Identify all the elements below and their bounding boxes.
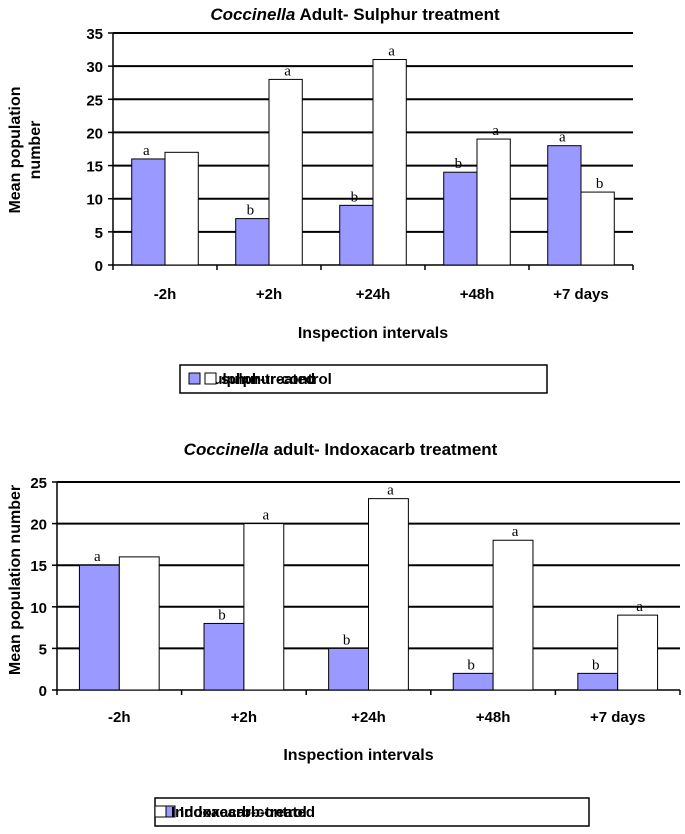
legend-swatch-treated bbox=[188, 372, 201, 385]
y-axis-label: Mean population bbox=[7, 86, 24, 213]
chart-title: Coccinella Adult- Sulphur treatment bbox=[210, 5, 500, 24]
y-tick-label: 35 bbox=[86, 26, 103, 43]
significance-label: b bbox=[343, 632, 351, 648]
y-tick-label: 20 bbox=[86, 125, 103, 142]
x-axis-label: Inspection intervals bbox=[298, 325, 448, 342]
bar-treated bbox=[328, 647, 369, 691]
significance-label: a bbox=[94, 549, 101, 565]
y-tick-label: 25 bbox=[86, 92, 103, 109]
y-tick-label: 0 bbox=[95, 258, 103, 275]
legend-label: sulphur-treated bbox=[205, 371, 315, 388]
significance-label: a bbox=[263, 508, 270, 524]
legend-label: Indoxacarb-control bbox=[171, 804, 307, 821]
bar-treated bbox=[339, 204, 374, 266]
chart-1: Coccinella Adult- Sulphur treatment 0 5 10 1… bbox=[7, 5, 634, 394]
significance-label: b bbox=[592, 657, 600, 673]
bar-control bbox=[372, 59, 407, 266]
legend-label: sulphur-control bbox=[221, 371, 332, 388]
legend-label: Indoxacarb-treated bbox=[180, 804, 315, 821]
bar-control bbox=[164, 151, 199, 266]
x-tick-label: +48h bbox=[476, 709, 511, 726]
bar-control bbox=[368, 498, 409, 691]
chart-title-rest: adult- Indoxacarb treatment bbox=[269, 440, 498, 459]
y-tick-label: 5 bbox=[95, 225, 103, 242]
significance-label: a bbox=[636, 599, 643, 615]
chart-2: Coccinella adult- Indoxacarb treatment 0 5… bbox=[7, 440, 681, 827]
significance-label: a bbox=[387, 483, 394, 499]
y-tick-label: 10 bbox=[86, 192, 103, 209]
significance-label: a bbox=[492, 123, 499, 139]
bar-control bbox=[492, 539, 534, 691]
significance-label: b bbox=[467, 657, 475, 673]
bar-treated bbox=[577, 672, 619, 691]
significance-label: a bbox=[143, 143, 150, 159]
bar-control bbox=[617, 614, 659, 691]
bar-treated bbox=[203, 622, 245, 691]
significance-label: b bbox=[351, 189, 359, 205]
chart-title-italic: Coccinella bbox=[210, 5, 295, 24]
x-axis-label: Inspection intervals bbox=[283, 747, 433, 764]
bar-treated bbox=[78, 564, 120, 691]
y-tick-label: 15 bbox=[30, 558, 47, 575]
bar-treated bbox=[443, 171, 478, 266]
legend-box bbox=[154, 797, 590, 827]
y-tick-label: 15 bbox=[86, 159, 103, 176]
bar-treated bbox=[452, 672, 494, 691]
x-tick-label: +7 days bbox=[553, 286, 608, 303]
bar-control bbox=[268, 78, 303, 266]
significance-label: a bbox=[284, 63, 291, 79]
y-tick-label: 10 bbox=[30, 600, 47, 617]
bar-control bbox=[476, 138, 511, 266]
significance-label: b bbox=[218, 607, 226, 623]
significance-label: b bbox=[455, 156, 463, 172]
bar-control bbox=[243, 523, 285, 691]
significance-label: a bbox=[559, 130, 566, 146]
significance-label: b bbox=[247, 203, 255, 219]
chart-title: Coccinella adult- Indoxacarb treatment bbox=[184, 440, 498, 459]
y-axis-label: number bbox=[27, 121, 44, 180]
y-axis-label: Mean population number bbox=[7, 485, 24, 675]
x-tick-label: -2h bbox=[108, 709, 131, 726]
x-tick-label: -2h bbox=[154, 286, 177, 303]
y-tick-label: 25 bbox=[30, 475, 47, 492]
significance-label: b bbox=[596, 176, 604, 192]
bar-treated bbox=[131, 158, 166, 266]
x-tick-label: +24h bbox=[356, 286, 391, 303]
x-tick-label: +24h bbox=[351, 709, 386, 726]
y-tick-label: 20 bbox=[30, 517, 47, 534]
x-tick-label: +2h bbox=[231, 709, 257, 726]
legend-box bbox=[179, 364, 548, 394]
x-tick-label: +2h bbox=[256, 286, 282, 303]
y-tick-label: 30 bbox=[86, 59, 103, 76]
bar-treated bbox=[547, 145, 582, 266]
bar-control bbox=[118, 556, 160, 691]
significance-label: a bbox=[512, 524, 519, 540]
chart-title-italic: Coccinella bbox=[184, 440, 269, 459]
chart-title-rest: Adult- Sulphur treatment bbox=[295, 5, 500, 24]
legend-swatch-control bbox=[154, 805, 167, 818]
legend-swatch-control bbox=[204, 372, 217, 385]
bar-control bbox=[580, 191, 615, 266]
x-tick-label: +48h bbox=[460, 286, 495, 303]
y-tick-label: 5 bbox=[39, 641, 47, 658]
x-tick-label: +7 days bbox=[590, 709, 645, 726]
y-tick-label: 0 bbox=[39, 683, 47, 700]
bar-treated bbox=[235, 218, 270, 266]
significance-label: a bbox=[388, 44, 395, 60]
